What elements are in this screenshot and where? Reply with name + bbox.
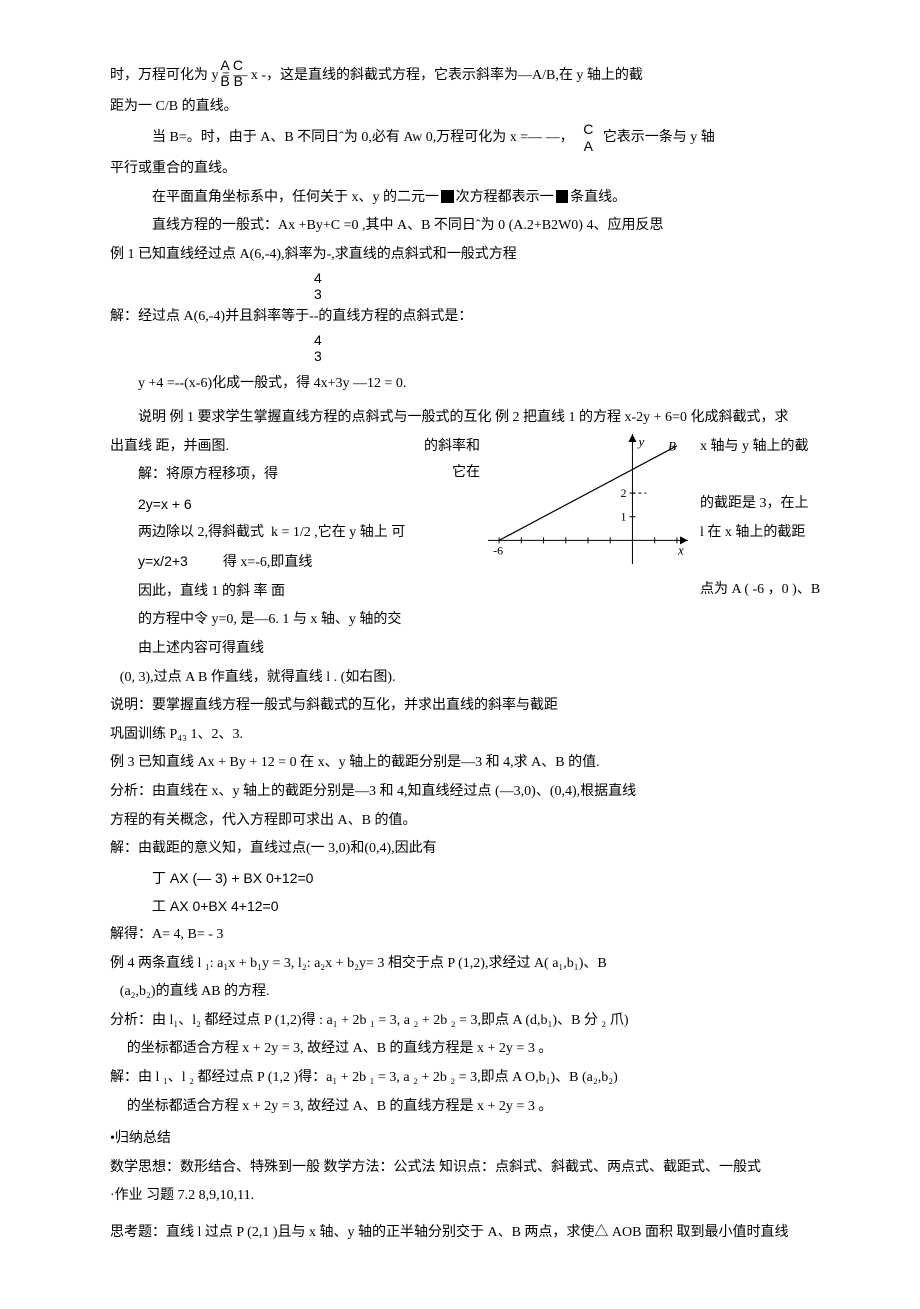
para: 当 B=。时，由于 A、B 不同日ˆ为 0,必有 Aw 0,万程可化为 x =—… xyxy=(110,122,830,154)
para: 因此，直线 1 的斜 率 面 xyxy=(110,579,420,606)
para: 说明：要掌握直线方程一般式与斜截式的互化，并求出直线的斜率与截距 xyxy=(110,693,830,720)
frac-num: 4 xyxy=(312,271,324,286)
chart-svg: y x 1 2 -6 B xyxy=(488,434,688,564)
para: 例 4 两条直线 l ₁: a₁x + b₁y = 3, l₂: a₂x + b… xyxy=(110,951,830,978)
text: 在平面直角坐标系中，任何关于 x、y 的二元一 xyxy=(152,190,439,205)
text: 得 x=-6,即直线 xyxy=(223,555,313,570)
spacer xyxy=(700,462,830,489)
para: 例 1 已知直线经过点 A(6,-4),斜率为-,求直线的点斜式和一般式方程 xyxy=(110,242,830,269)
frac-den: B B xyxy=(218,73,245,89)
para: 在平面直角坐标系中，任何关于 x、y 的二元一 次方程都表示一 条直线。 xyxy=(110,185,830,212)
text: 条直线。 xyxy=(570,190,626,205)
para: ·作业 习题 7.2 8,9,10,11. xyxy=(110,1183,830,1210)
text: 解：经过点 A(6,-4)并且斜率等于--的直线方程的点斜式是： xyxy=(110,309,472,324)
frac-den: 3 xyxy=(312,348,324,364)
para: 的斜率和它在 xyxy=(420,434,480,487)
wrap-mid: 的斜率和它在 xyxy=(420,434,484,489)
para: 时，万程可化为 y = — x -，这是直线的斜截式方程，它表示斜率为—A/B,… xyxy=(110,60,830,92)
text: 时，万程可化为 y = — x -，这是直线的斜截式方程，它表示斜率为—A/B,… xyxy=(110,68,643,83)
line-chart: y x 1 2 -6 B xyxy=(488,434,688,564)
para: 丁 AX (— 3) + BX 0+12=0 xyxy=(110,865,830,892)
para: 的坐标都适合方程 x + 2y = 3, 故经过 A、B 的直线方程是 x + … xyxy=(110,1036,830,1063)
para: l 在 x 轴上的截距 xyxy=(700,520,830,547)
svg-text:-6: -6 xyxy=(493,543,503,557)
para: (0, 3),过点 A B 作直线，就得直线 l . (如右图). xyxy=(110,665,830,692)
para: 的坐标都适合方程 x + 2y = 3, 故经过 A、B 的直线方程是 x + … xyxy=(110,1094,830,1121)
text: k = 1/2 ,它在 y 轴上 可 xyxy=(271,525,405,540)
para-frac: 4 3 xyxy=(110,271,830,303)
para: x 轴与 y 轴上的截 xyxy=(700,434,830,461)
frac-den: 3 xyxy=(312,286,324,302)
text: 它表示一条与 y 轴 xyxy=(603,130,715,145)
para: 思考题：直线 l 过点 P (2,1 )且与 x 轴、y 轴的正半轴分别交于 A… xyxy=(110,1220,830,1247)
para: •归纳总结 xyxy=(110,1126,830,1153)
para: 出直线 距，并画图. xyxy=(110,434,420,461)
para: 直线方程的一般式：Ax +By+C =0 ,其中 A、B 不同日ˆ为 0 (A.… xyxy=(110,213,830,240)
wrap-section: 出直线 距，并画图. 解：将原方程移项，得 2y=x + 6 两边除以 2,得斜… xyxy=(110,434,830,665)
frac-num: 4 xyxy=(312,333,324,348)
frac-num: A C xyxy=(218,58,245,73)
fraction-c-a: C A xyxy=(581,122,595,154)
text: 例 1 已知直线经过点 A(6,-4),斜率为- xyxy=(110,247,331,262)
text: 出直线 距，并画图. xyxy=(110,439,229,454)
para: 解得：A= 4, B= - 3 xyxy=(110,922,830,949)
para: 距为一 C/B 的直线。 xyxy=(110,94,830,121)
svg-text:2: 2 xyxy=(620,486,626,500)
svg-text:1: 1 xyxy=(620,510,626,524)
para: 的截距是 3，在上 xyxy=(700,491,830,518)
fraction-ac-bb: A C B B xyxy=(218,58,245,90)
para: 分析：由 l₁、l₂ 都经过点 P (1,2)得 : a₁ + 2b ₁ = 3… xyxy=(110,1008,830,1035)
para: 由上述内容可得直线 xyxy=(110,636,420,663)
para: 例 3 已知直线 Ax + By + 12 = 0 在 x、y 轴上的截距分别是… xyxy=(110,750,830,777)
para: 说明 例 1 要求学生掌握直线方程的点斜式与一般式的互化 例 2 把直线 1 的… xyxy=(110,405,830,432)
svg-text:B: B xyxy=(668,438,676,453)
wrap-left-col: 出直线 距，并画图. 解：将原方程移项，得 2y=x + 6 两边除以 2,得斜… xyxy=(110,434,420,665)
wrap-right-col: x 轴与 y 轴上的截 的截距是 3，在上 l 在 x 轴上的截距 点为 A (… xyxy=(692,434,830,606)
para: 点为 A ( -6 ，0 )、B xyxy=(700,577,830,604)
text: 当 B=。时，由于 A、B 不同日ˆ为 0,必有 Aw 0,万程可化为 x =—… xyxy=(152,130,574,145)
frac-num: C xyxy=(581,122,595,137)
para: 分析：由直线在 x、y 轴上的截距分别是—3 和 4,知直线经过点 (—3,0)… xyxy=(110,779,830,806)
text: 次方程都表示一 xyxy=(456,190,554,205)
black-square-icon xyxy=(441,190,454,203)
para: 解：由 l ₁、l ₂ 都经过点 P (1,2 )得：a₁ + 2b ₁ = 3… xyxy=(110,1065,830,1092)
para: y +4 =--(x-6)化成一般式，得 4x+3y —12 = 0. xyxy=(110,371,830,398)
para-frac: 4 3 xyxy=(110,333,830,365)
spacer xyxy=(700,548,830,575)
fraction-4-3: 4 3 xyxy=(312,271,324,303)
para: y=x/2+3 得 x=-6,即直线 xyxy=(110,548,420,577)
para: 2y=x + 6 xyxy=(110,491,420,518)
text: 两边除以 2,得斜截式 xyxy=(138,525,264,540)
para: 工 AX 0+BX 4+12=0 xyxy=(110,893,830,920)
para: 解：将原方程移项，得 xyxy=(110,462,420,489)
svg-text:x: x xyxy=(677,542,684,557)
para: 平行或重合的直线。 xyxy=(110,156,830,183)
para: 解：经过点 A(6,-4)并且斜率等于--的直线方程的点斜式是： xyxy=(110,304,830,331)
text: ,求直线的点斜式和一般式方程 xyxy=(331,247,517,262)
para: 巩固训练 P₄₃ 1、2、3. xyxy=(110,722,830,749)
frac-den: A xyxy=(582,138,595,154)
para: 方程的有关概念，代入方程即可求出 A、B 的值。 xyxy=(110,808,830,835)
svg-text:y: y xyxy=(636,434,644,449)
para: (a₂,b₂)的直线 AB 的方程. xyxy=(110,979,830,1006)
text: y=x/2+3 xyxy=(138,553,188,569)
para: 的方程中令 y=0, 是—6. 1 与 x 轴、y 轴的交 xyxy=(110,607,420,634)
para: 解：由截距的意义知，直线过点(一 3,0)和(0,4),因此有 xyxy=(110,836,830,863)
para: 数学思想：数形结合、特殊到一般 数学方法：公式法 知识点：点斜式、斜截式、两点式… xyxy=(110,1155,830,1182)
fraction-4-3b: 4 3 xyxy=(312,333,324,365)
black-square-icon xyxy=(556,190,569,203)
para: 两边除以 2,得斜截式 k = 1/2 ,它在 y 轴上 可 xyxy=(110,520,420,547)
